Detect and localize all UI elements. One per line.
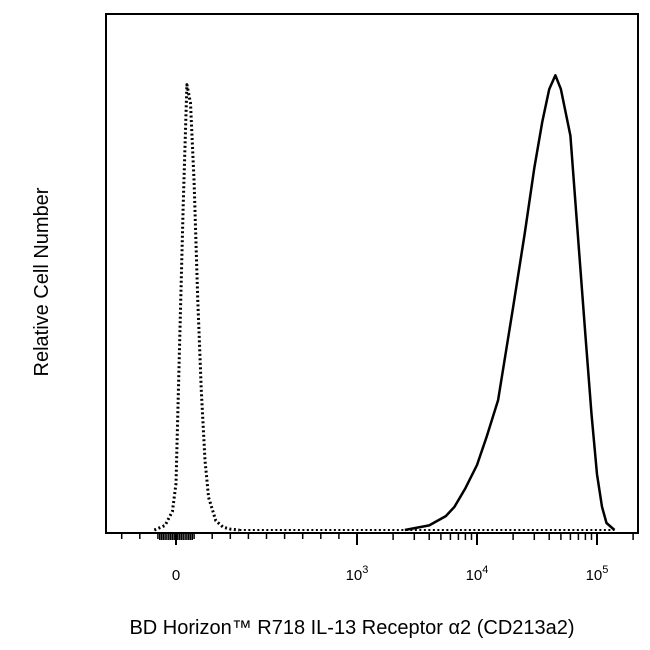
- x-tick-label: 105: [586, 564, 609, 584]
- control-histogram-line: [153, 83, 240, 532]
- plot-frame: [105, 13, 639, 534]
- stained-histogram-line: [404, 74, 616, 532]
- x-tick-label: 104: [466, 564, 489, 584]
- y-axis-title: Relative Cell Number: [31, 187, 53, 376]
- x-tick-label: 103: [346, 564, 369, 584]
- x-axis-ticks: [120, 533, 634, 545]
- x-tick-label: 0: [172, 567, 180, 584]
- series-layer: [153, 74, 616, 532]
- x-axis-tick-labels: 0 103 104 105: [172, 564, 609, 584]
- x-axis-title: BD Horizon™ R718 IL-13 Receptor α2 (CD21…: [129, 617, 574, 639]
